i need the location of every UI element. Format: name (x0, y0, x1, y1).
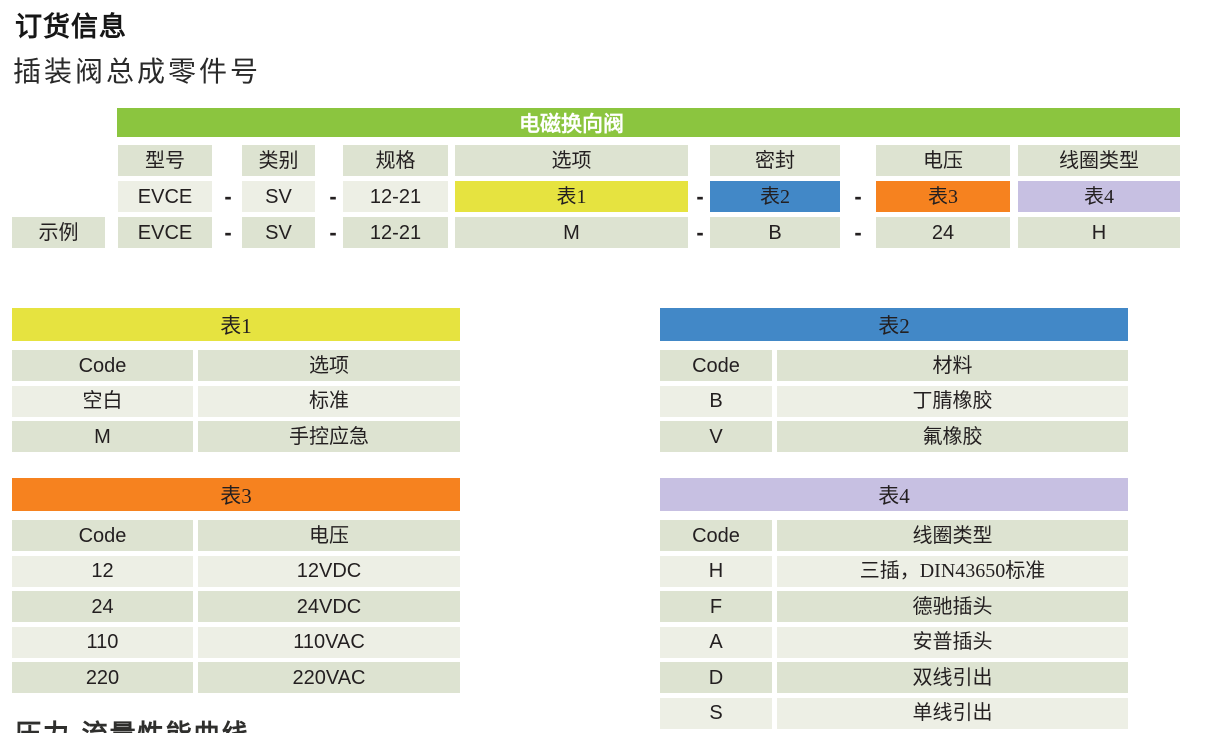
dash-separator: - (224, 183, 232, 209)
table3-row-value: 220VAC (198, 662, 460, 693)
table2-row-code: V (660, 421, 772, 452)
table-row: 空白 标准 (12, 385, 460, 417)
example-size-cell: 12-21 (343, 217, 448, 248)
table2-seal-material: 表2 Code 材料 B 丁腈橡胶 V 氟橡胶 (660, 308, 1128, 457)
dash-separator: - (329, 219, 337, 245)
example-voltage-cell: 24 (876, 217, 1010, 248)
table2-row-code: B (660, 385, 772, 417)
col-header-coil: 线圈类型 (1018, 145, 1180, 176)
table-row: Code 电压 (12, 520, 460, 551)
table1-row-code: M (12, 421, 193, 452)
table3-row-value: 24VDC (198, 591, 460, 622)
chip-voltage-table3: 表3 (876, 181, 1010, 212)
table3-row-code: 220 (12, 662, 193, 693)
table-row: F 德驰插头 (660, 591, 1128, 622)
table2-code-header: Code (660, 350, 772, 381)
table-row: 110 110VAC (12, 626, 460, 658)
col-header-seal: 密封 (710, 145, 840, 176)
col-header-category: 类别 (242, 145, 315, 176)
table4-row-value: 安普插头 (777, 626, 1128, 658)
table4-row-code: A (660, 626, 772, 658)
table4-coil-type: 表4 Code 线圈类型 H 三插，DIN43650标准 F 德驰插头 A 安普… (660, 478, 1128, 733)
ref-model-cell: EVCE (118, 181, 212, 212)
table4-row-code: S (660, 697, 772, 729)
chip-option-table1: 表1 (455, 181, 688, 212)
example-category-cell: SV (242, 217, 315, 248)
table3-row-value: 12VDC (198, 555, 460, 587)
table3-row-value: 110VAC (198, 626, 460, 658)
example-label: 示例 (12, 217, 105, 248)
table1-row-code: 空白 (12, 385, 193, 417)
dash-separator: - (696, 219, 704, 245)
table3-voltage: 表3 Code 电压 12 12VDC 24 24VDC 110 110VAC … (12, 478, 460, 698)
col-header-size: 规格 (343, 145, 448, 176)
col-header-option: 选项 (455, 145, 688, 176)
table-row: D 双线引出 (660, 662, 1128, 693)
table3-row-code: 12 (12, 555, 193, 587)
table2-row-value: 丁腈橡胶 (777, 385, 1128, 417)
chip-seal-table2: 表2 (710, 181, 840, 212)
example-seal-cell: B (710, 217, 840, 248)
dash-separator: - (224, 219, 232, 245)
table1-title: 表1 (12, 308, 460, 341)
table4-row-value: 德驰插头 (777, 591, 1128, 622)
table4-row-code: F (660, 591, 772, 622)
table2-value-header: 材料 (777, 350, 1128, 381)
table1-value-header: 选项 (198, 350, 460, 381)
table3-title: 表3 (12, 478, 460, 511)
table-row: A 安普插头 (660, 626, 1128, 658)
page-title: 订货信息 (15, 12, 127, 42)
table-row: H 三插，DIN43650标准 (660, 555, 1128, 587)
table3-code-header: Code (12, 520, 193, 551)
table4-row-code: D (660, 662, 772, 693)
table1-row-value: 手控应急 (198, 421, 460, 452)
page-subtitle: 插装阀总成零件号 (13, 57, 262, 88)
table4-code-header: Code (660, 520, 772, 551)
dash-separator: - (854, 183, 862, 209)
table-row: S 单线引出 (660, 697, 1128, 729)
table3-row-code: 110 (12, 626, 193, 658)
table4-row-code: H (660, 555, 772, 587)
example-option-cell: M (455, 217, 688, 248)
table2-title: 表2 (660, 308, 1128, 341)
chip-coil-table4: 表4 (1018, 181, 1180, 212)
col-header-model: 型号 (118, 145, 212, 176)
table3-value-header: 电压 (198, 520, 460, 551)
example-model-cell: EVCE (118, 217, 212, 248)
table-row: 24 24VDC (12, 591, 460, 622)
banner-title: 电磁换向阀 (519, 111, 624, 136)
table4-row-value: 单线引出 (777, 697, 1128, 729)
table4-title: 表4 (660, 478, 1128, 511)
table-row: B 丁腈橡胶 (660, 385, 1128, 417)
dash-separator: - (329, 183, 337, 209)
ref-category-cell: SV (242, 181, 315, 212)
table-row: Code 线圈类型 (660, 520, 1128, 551)
table4-row-value: 三插，DIN43650标准 (777, 555, 1128, 587)
table1-row-value: 标准 (198, 385, 460, 417)
table-row: 12 12VDC (12, 555, 460, 587)
banner-solenoid-valve: 电磁换向阀 (117, 108, 1180, 137)
col-header-voltage: 电压 (876, 145, 1010, 176)
table-row: Code 选项 (12, 350, 460, 381)
table3-row-code: 24 (12, 591, 193, 622)
table4-value-header: 线圈类型 (777, 520, 1128, 551)
table-row: V 氟橡胶 (660, 421, 1128, 452)
next-section-title: 压力-流量性能曲线 (15, 714, 250, 733)
table1-options: 表1 Code 选项 空白 标准 M 手控应急 (12, 308, 460, 457)
dash-separator: - (854, 219, 862, 245)
table2-row-value: 氟橡胶 (777, 421, 1128, 452)
example-coil-cell: H (1018, 217, 1180, 248)
table-row: M 手控应急 (12, 421, 460, 452)
table4-row-value: 双线引出 (777, 662, 1128, 693)
table-row: 220 220VAC (12, 662, 460, 693)
table1-code-header: Code (12, 350, 193, 381)
dash-separator: - (696, 183, 704, 209)
table-row: Code 材料 (660, 350, 1128, 381)
ref-size-cell: 12-21 (343, 181, 448, 212)
